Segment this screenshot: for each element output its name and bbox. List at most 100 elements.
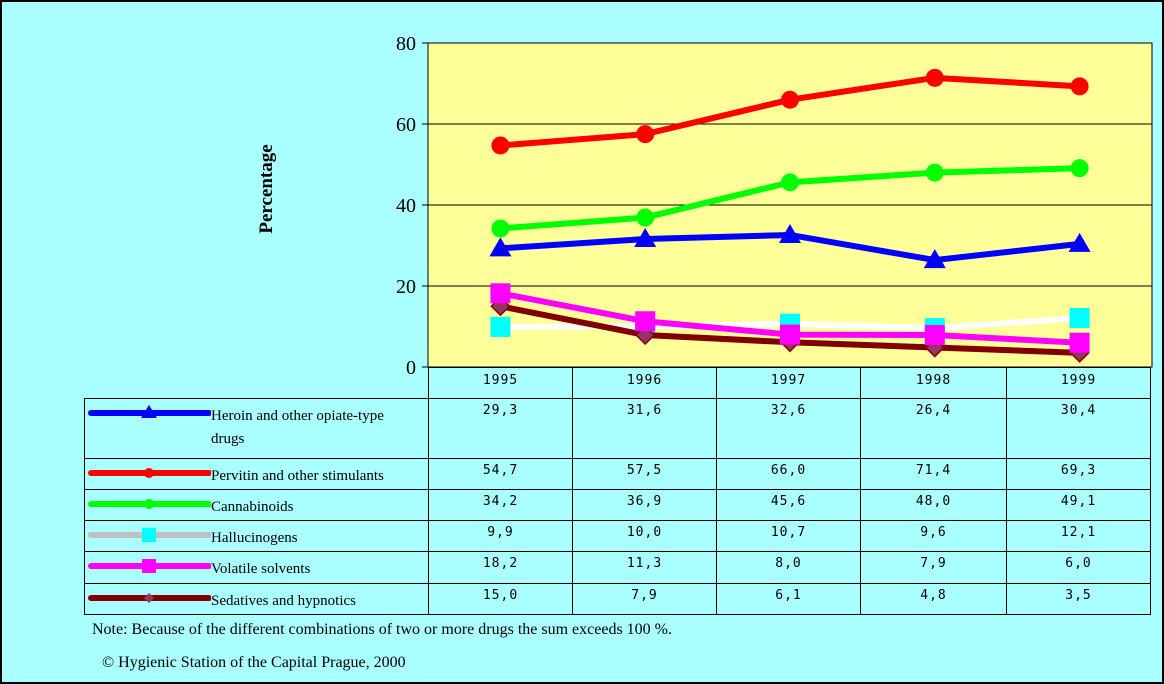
data-point xyxy=(1068,232,1091,252)
data-point xyxy=(781,90,799,109)
data-label: 9,9 xyxy=(428,520,573,552)
footnote: Note: Because of the different combinati… xyxy=(92,621,672,638)
legend-swatch xyxy=(88,559,211,573)
legend-cell: Sedatives and hypnotics xyxy=(84,583,429,615)
data-point xyxy=(1069,307,1090,328)
data-point xyxy=(1070,77,1089,96)
legend-marker xyxy=(144,468,154,478)
data-label: 36,9 xyxy=(572,489,717,521)
data-point xyxy=(491,219,510,238)
data-point xyxy=(635,311,656,332)
data-label: 7,9 xyxy=(860,551,1007,584)
data-label: 49,1 xyxy=(1006,489,1151,521)
data-label: 26,4 xyxy=(860,398,1007,459)
data-table: 1995 1996 1997 1998 1999 Heroin and other opi… xyxy=(84,367,1151,615)
table-row: Hallucinogens 9,9 10,0 10,7 9,6 12,1 xyxy=(84,520,1151,552)
data-label: 7,9 xyxy=(572,583,717,615)
legend-swatch xyxy=(88,405,211,418)
data-point xyxy=(923,249,946,269)
table-row: Heroin and other opiate-type drugs 29,3 31… xyxy=(84,398,1151,459)
x-tick-label: 1998 xyxy=(860,367,1007,399)
copyright-notice: © Hygienic Station of the Capital Prague… xyxy=(102,654,406,671)
data-label: 10,0 xyxy=(572,520,717,552)
legend-marker xyxy=(144,593,154,603)
data-label: 11,3 xyxy=(572,551,717,584)
series-pervitin-and-other-stimulants xyxy=(491,68,1089,155)
legend-swatch xyxy=(88,528,211,542)
table-row: Sedatives and hypnotics 15,0 7,9 6,1 4,8 3,5 xyxy=(84,583,1151,615)
data-label: 45,6 xyxy=(716,489,861,521)
data-label: 30,4 xyxy=(1006,398,1151,459)
data-label: 31,6 xyxy=(572,398,717,459)
legend-label: Hallucinogens xyxy=(211,530,298,546)
series-heroin-and-other-opiate-type-drugs xyxy=(489,223,1091,269)
data-label: 4,8 xyxy=(860,583,1007,615)
data-point xyxy=(636,208,655,227)
table-row: Volatile solvents 18,2 11,3 8,0 7,9 6,0 xyxy=(84,551,1151,584)
data-label: 6,0 xyxy=(1006,551,1151,584)
legend-marker xyxy=(142,528,156,542)
data-point xyxy=(780,324,800,345)
y-axis-label: Percentage xyxy=(256,144,277,233)
data-label: 57,5 xyxy=(572,458,717,490)
x-tick-label: 1999 xyxy=(1006,367,1151,399)
x-tick-label: 1995 xyxy=(428,367,573,399)
legend-swatch xyxy=(88,499,211,509)
y-tick-label: 0 xyxy=(406,357,416,379)
legend-label: Volatile solvents xyxy=(211,561,311,577)
x-tick-label: 1996 xyxy=(572,367,717,399)
data-label: 32,6 xyxy=(716,398,861,459)
legend-cell: Pervitin and other stimulants xyxy=(84,458,429,490)
legend-swatch xyxy=(88,593,211,603)
legend-marker xyxy=(144,499,154,509)
y-tick-label: 60 xyxy=(396,114,416,136)
y-tick-label: 80 xyxy=(396,33,416,55)
data-point xyxy=(925,68,944,87)
y-tick-label: 20 xyxy=(396,276,416,298)
legend-cell: Volatile solvents xyxy=(84,551,429,584)
legend-marker xyxy=(142,559,156,573)
data-point xyxy=(634,228,657,248)
data-label: 6,1 xyxy=(716,583,861,615)
data-label: 34,2 xyxy=(428,489,573,521)
table-header-row: 1995 1996 1997 1998 1999 xyxy=(85,367,1151,399)
data-point xyxy=(1070,159,1089,178)
data-label: 9,6 xyxy=(860,520,1007,552)
legend-cell: Heroin and other opiate-type drugs xyxy=(84,398,429,459)
legend-label: Sedatives and hypnotics xyxy=(211,593,356,609)
table-row: Pervitin and other stimulants 54,7 57,5 66,… xyxy=(84,458,1151,490)
series-cannabinoids xyxy=(491,159,1089,238)
data-label: 29,3 xyxy=(428,398,573,459)
data-label: 12,1 xyxy=(1006,520,1151,552)
data-label: 18,2 xyxy=(428,551,573,584)
series-volatile-solvents xyxy=(490,283,1090,353)
data-point xyxy=(491,136,510,155)
legend-swatch xyxy=(88,468,211,478)
data-label: 3,5 xyxy=(1006,583,1151,615)
legend-cell: Cannabinoids xyxy=(84,489,429,521)
data-point xyxy=(1069,332,1090,353)
data-label: 15,0 xyxy=(428,583,573,615)
data-label: 54,7 xyxy=(428,458,573,490)
data-label: 48,0 xyxy=(860,489,1007,521)
data-label: 66,0 xyxy=(716,458,861,490)
x-tick-label: 1997 xyxy=(716,367,861,399)
table-corner xyxy=(85,368,429,399)
data-point xyxy=(924,325,945,346)
legend-cell: Hallucinogens xyxy=(84,520,429,552)
data-point xyxy=(636,125,655,144)
data-point xyxy=(490,316,511,337)
legend-label: Cannabinoids xyxy=(211,499,294,515)
data-label: 8,0 xyxy=(716,551,861,584)
y-tick-label: 40 xyxy=(396,195,416,217)
data-label: 10,7 xyxy=(716,520,861,552)
table-row: Cannabinoids 34,2 36,9 45,6 48,0 49,1 xyxy=(84,489,1151,521)
data-label: 69,3 xyxy=(1006,458,1151,490)
legend-marker xyxy=(141,405,157,418)
data-point xyxy=(779,223,801,243)
data-point xyxy=(490,283,511,304)
legend-label: Heroin and other opiate-type drugs xyxy=(211,408,384,447)
data-point xyxy=(781,173,799,192)
legend-label: Pervitin and other stimulants xyxy=(211,468,384,484)
